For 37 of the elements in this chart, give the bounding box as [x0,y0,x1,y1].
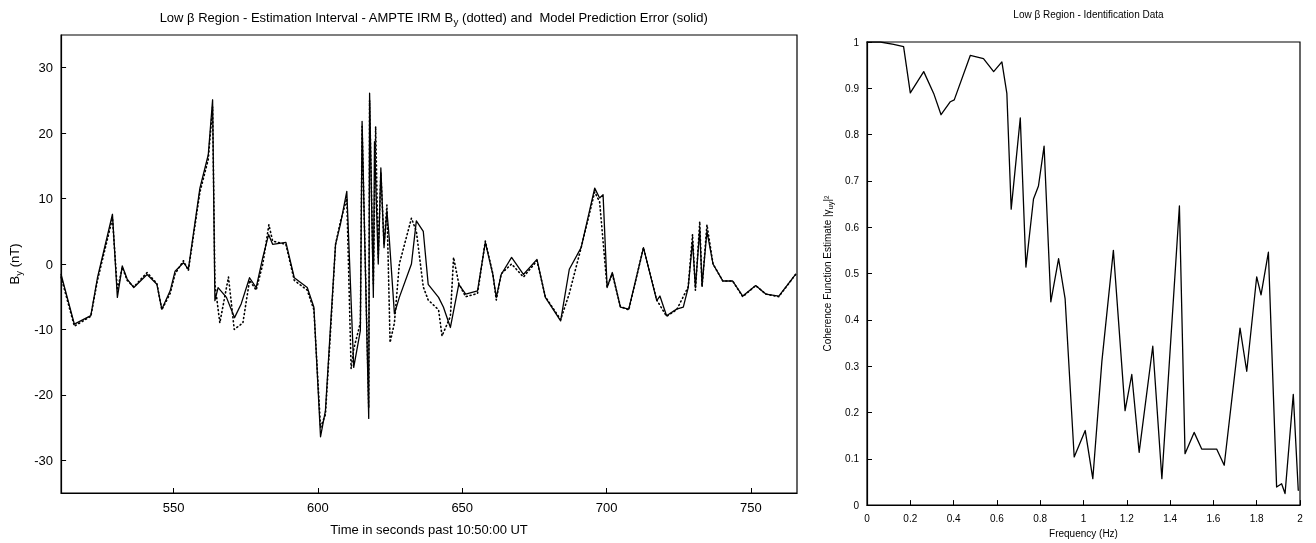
y-tick-label: 1 [853,36,860,48]
chart-title: Low β Region - Identification Data [1013,8,1165,20]
x-tick-label: 550 [162,500,185,515]
x-tick-label: 0.2 [903,512,918,524]
y-tick-label: 0 [45,256,54,272]
x-tick-label: 1 [1080,512,1087,524]
x-tick-label: 1.6 [1206,512,1221,524]
y-tick-label: -20 [34,387,54,403]
x-tick-label: 2 [1297,512,1304,524]
x-tick-label: 0.4 [946,512,961,524]
y-axis-title: By (nT) [7,243,24,285]
x-tick-label: 0 [864,512,871,524]
x-tick-label: 1.8 [1249,512,1265,524]
y-tick-label: 10 [38,191,54,207]
y-tick-label: 0.4 [845,314,860,326]
y-tick-label: 0.1 [845,453,860,465]
x-tick-label: 600 [307,500,329,515]
x-axis-title: Frequency (Hz) [1049,527,1118,539]
x-tick-label: 0.8 [1033,512,1048,524]
x-tick-label: 750 [739,500,762,515]
y-tick-label: -10 [34,321,54,337]
x-axis-title: Time in seconds past 10:50:00 UT [330,522,528,537]
x-tick-label: 1.2 [1119,512,1135,524]
x-tick-label: 1.4 [1163,512,1178,524]
y-tick-label: 0.8 [845,129,860,141]
y-tick-label: 20 [38,125,54,141]
y-tick-label: 0.5 [845,268,860,280]
y-tick-label: 0.3 [845,360,860,372]
y-tick-label: 0.7 [845,175,860,187]
x-tick-label: 0.6 [989,512,1005,524]
y-tick-label: 0.9 [845,82,860,94]
x-tick-label: 650 [451,500,474,515]
y-tick-label: 0.2 [845,406,860,418]
x-tick-label: 700 [595,500,618,515]
y-tick-label: -30 [34,452,54,468]
y-tick-label: 30 [38,60,54,76]
y-tick-label: 0.6 [845,221,860,233]
